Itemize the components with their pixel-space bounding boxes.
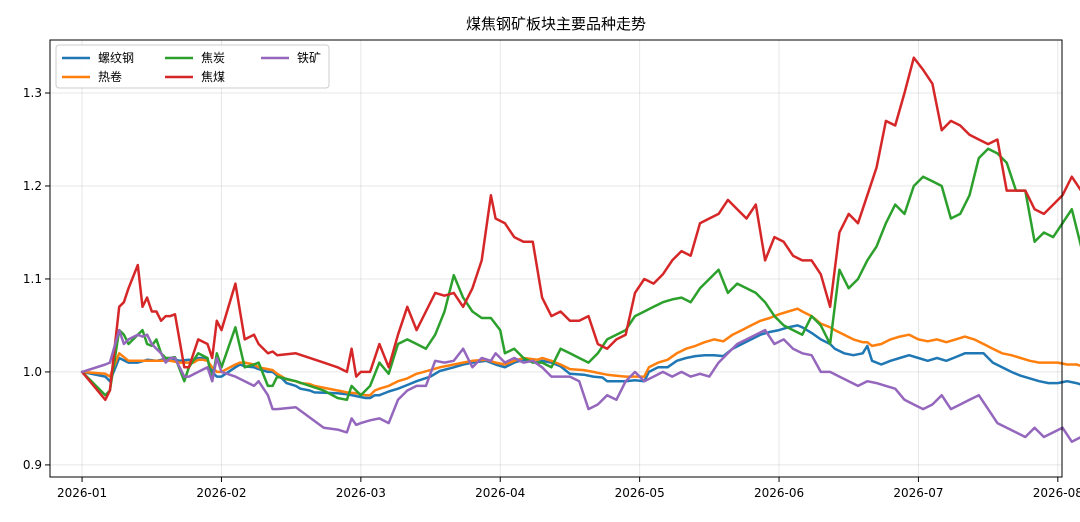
series-line-1 [80,324,1080,400]
y-tick-label: 1.1 [23,272,42,286]
legend-box [55,44,330,89]
legend-label: 焦炭 [201,51,225,65]
series-line-4 [80,56,1080,402]
x-tick-label: 2026-05 [615,486,665,500]
x-tick-label: 2026-06 [754,486,804,500]
y-tick-label: 1.3 [23,86,42,100]
y-tick-label: 1.2 [23,179,42,193]
x-tick-label: 2026-07 [893,486,943,500]
series-line-2 [80,307,1080,397]
x-tick-label: 2026-03 [336,486,386,500]
x-tick-label: 2026-01 [57,486,107,500]
x-tick-label: 2026-02 [196,486,246,500]
y-tick-label: 1.0 [23,365,42,379]
legend-label: 螺纹钢 [98,51,134,65]
legend-label: 焦煤 [201,70,225,84]
plot-frame [49,39,1063,478]
axes: 2026-01 2026-02 2026-03 2026-04 2026-05 2026-… [23,86,1080,500]
grid [50,40,1062,477]
series-line-3 [80,147,1080,402]
y-tick-label: 0.9 [23,458,42,472]
series-lines [80,56,1080,443]
x-tick-label: 2026-04 [475,486,525,500]
chart-title: 煤焦钢矿板块主要品种走势 [466,15,646,33]
legend-label: 铁矿 [297,51,321,65]
legend-label: 热卷 [98,69,122,84]
series-line-5 [80,328,1080,443]
x-tick-label: 2026-08 [1033,486,1080,500]
